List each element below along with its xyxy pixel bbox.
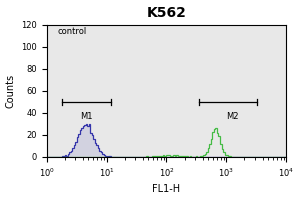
Polygon shape	[46, 124, 286, 157]
Title: K562: K562	[146, 6, 186, 20]
Text: control: control	[57, 27, 86, 36]
Text: M2: M2	[226, 112, 239, 121]
Text: M1: M1	[80, 112, 93, 121]
Y-axis label: Counts: Counts	[6, 74, 16, 108]
X-axis label: FL1-H: FL1-H	[152, 184, 181, 194]
